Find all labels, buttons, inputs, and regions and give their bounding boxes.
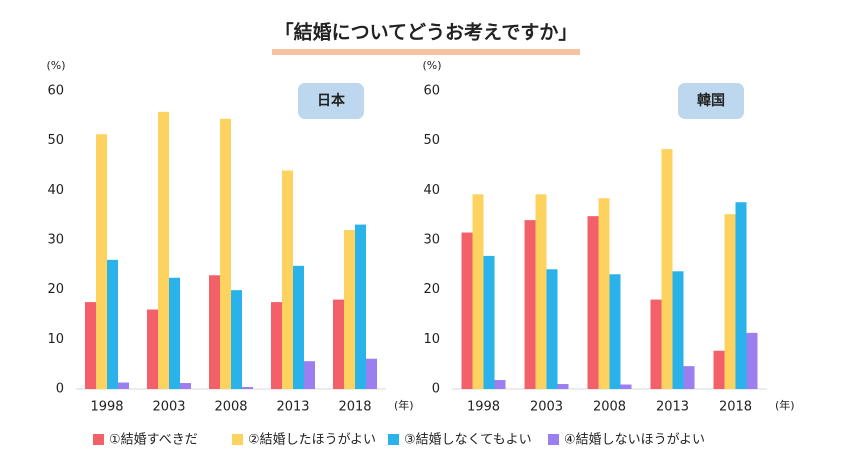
- legend-swatch: [232, 434, 243, 445]
- x-tick-label: 1998: [90, 400, 123, 415]
- bar: [735, 202, 747, 389]
- legend-swatch: [548, 434, 559, 445]
- bar: [107, 259, 118, 389]
- bar: [366, 358, 377, 389]
- y-tick-label: 50: [47, 133, 64, 148]
- bar: [461, 232, 473, 389]
- chart-badge: [298, 83, 364, 119]
- bar: [557, 384, 569, 389]
- x-tick-label: 2008: [593, 400, 626, 415]
- bar: [220, 118, 231, 390]
- y-tick-label: 60: [423, 84, 440, 99]
- bar: [650, 299, 662, 389]
- bar: [587, 216, 599, 389]
- y-tick-label: 60: [47, 84, 64, 99]
- bar: [683, 366, 695, 389]
- bar: [293, 265, 304, 389]
- y-tick-label: 30: [47, 233, 64, 248]
- legend-swatch: [93, 434, 104, 445]
- bar: [355, 224, 366, 389]
- y-tick-label: 10: [47, 332, 64, 347]
- legend-label: ④結婚しないほうがよい: [564, 433, 705, 448]
- bar: [271, 302, 282, 389]
- figure-title: 「結婚についてどうお考えですか」: [275, 21, 578, 44]
- x-axis-label: (年): [775, 398, 795, 412]
- bar: [231, 290, 242, 389]
- x-tick-label: 2013: [656, 400, 689, 415]
- bar: [661, 149, 673, 389]
- bar: [304, 361, 315, 389]
- bar: [96, 134, 107, 389]
- x-tick-label: 1998: [467, 400, 500, 415]
- bar: [282, 170, 293, 389]
- legend-swatch: [388, 434, 399, 445]
- bar: [180, 383, 191, 389]
- bar: [333, 299, 344, 389]
- bar: [169, 277, 180, 389]
- bar: [209, 275, 220, 389]
- bar: [158, 111, 169, 390]
- y-axis-label: (%): [46, 59, 65, 72]
- bar: [524, 220, 536, 389]
- title-underline: [272, 49, 580, 55]
- bar: [546, 269, 558, 389]
- bar: [713, 350, 725, 389]
- y-tick-label: 40: [423, 183, 440, 198]
- y-tick-label: 30: [423, 233, 440, 248]
- bar: [609, 274, 621, 389]
- legend-label: ①結婚すべきだ: [109, 433, 198, 448]
- y-tick-label: 50: [423, 133, 440, 148]
- bar: [724, 214, 736, 389]
- x-tick-label: 2008: [214, 400, 247, 415]
- bar: [242, 387, 253, 389]
- bar: [620, 384, 632, 389]
- legend-label: ②結婚したほうがよい: [248, 433, 376, 448]
- chart-title: 韓国: [697, 92, 725, 109]
- bar: [147, 309, 158, 389]
- x-tick-label: 2003: [530, 400, 563, 415]
- chart-badge: [678, 83, 744, 119]
- bar: [344, 230, 355, 389]
- bar: [85, 302, 96, 389]
- x-axis-label: (年): [394, 398, 414, 412]
- bar: [746, 332, 758, 389]
- y-tick-label: 20: [47, 282, 64, 297]
- x-tick-label: 2013: [276, 400, 309, 415]
- y-tick-label: 20: [423, 282, 440, 297]
- y-axis-label: (%): [422, 59, 441, 72]
- y-tick-label: 0: [432, 382, 440, 397]
- legend-label: ③結婚しなくてもよい: [404, 433, 532, 448]
- y-tick-label: 40: [47, 183, 64, 198]
- x-tick-label: 2018: [719, 400, 752, 415]
- bar: [483, 255, 495, 389]
- bar: [535, 194, 547, 389]
- bar: [672, 271, 684, 389]
- bar: [118, 382, 129, 389]
- y-tick-label: 0: [56, 382, 64, 397]
- bar: [494, 380, 506, 389]
- chart-title: 日本: [317, 92, 346, 109]
- y-tick-label: 10: [423, 332, 440, 347]
- x-tick-label: 2003: [152, 400, 185, 415]
- bar: [472, 194, 484, 389]
- x-tick-label: 2018: [338, 400, 371, 415]
- bar: [598, 198, 610, 389]
